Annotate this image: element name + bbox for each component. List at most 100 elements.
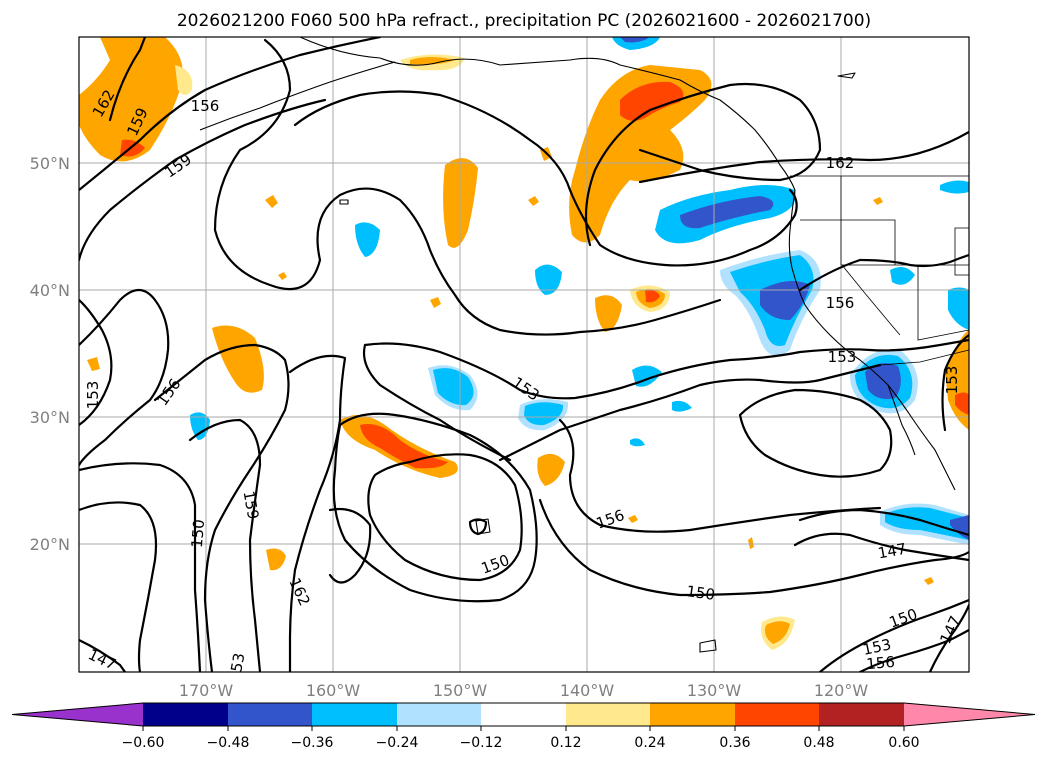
colorbar-tick-label: −0.12: [460, 735, 503, 751]
contour-nw-1: [79, 37, 382, 192]
colorbar-tick-label: 0.60: [888, 735, 919, 751]
hawaii-1: [475, 518, 491, 535]
contour-label: 153: [861, 635, 893, 659]
contour-label: 153: [84, 381, 102, 410]
shade-dot4: [430, 297, 441, 308]
coast-alaska: [299, 37, 796, 191]
lon-label-160w: 160°W: [306, 681, 361, 700]
shade-orange-mid1: [443, 158, 478, 248]
shade-orange-goa: [569, 65, 712, 243]
colorbar-extend-high: [904, 703, 1035, 726]
colorbar-segment: [228, 703, 312, 726]
colorbar-segment: [397, 703, 481, 726]
contour-156-mid2: [558, 418, 882, 533]
border-states-3: [917, 265, 969, 341]
shade-darkblue-pnw: [680, 196, 774, 229]
colorbar-tick-label: 0.48: [803, 735, 834, 751]
contour-label: 156: [866, 653, 896, 673]
contour-se-bottom1: [818, 598, 969, 672]
island-1: [837, 72, 856, 79]
colorbar-tick-label: −0.36: [291, 735, 334, 751]
lat-label-30n: 30°N: [30, 408, 70, 427]
lat-label-50n: 50°N: [30, 154, 70, 173]
contour-150-west: [79, 462, 202, 672]
shade-blue-mid8: [190, 412, 210, 440]
border-states-2: [800, 219, 896, 265]
lat-label-20n: 20°N: [30, 535, 70, 554]
hawaii-2: [699, 639, 717, 653]
contour-153-inner-left: [362, 343, 512, 462]
shade-dot9: [628, 515, 638, 523]
colorbar-segment: [566, 703, 650, 726]
shade-blue-se-core: [885, 507, 969, 540]
lat-label-40n: 40°N: [30, 281, 70, 300]
colorbar-segment: [312, 703, 397, 726]
latitude-labels: 50°N 40°N 30°N 20°N: [30, 154, 70, 554]
colorbar-tick-label: 0.36: [719, 735, 750, 751]
shade-darkblue-goa: [620, 37, 650, 43]
colorbar-segment: [143, 703, 228, 726]
colorbar-segment: [481, 703, 566, 726]
lon-label-150w: 150°W: [433, 681, 488, 700]
contour-se-bottom3: [928, 603, 969, 672]
lon-label-130w: 130°W: [687, 681, 742, 700]
shade-dot7: [748, 537, 754, 549]
contour-label: 156: [191, 97, 220, 115]
contour-goa-loop: [584, 82, 822, 247]
contour-label: 162: [826, 154, 855, 172]
contour-label: 153: [943, 366, 961, 395]
shade-dot8: [87, 357, 100, 371]
contour-150-center: [367, 453, 523, 582]
contour-156-west: [79, 288, 170, 467]
shade-dot5: [873, 197, 883, 205]
shade-yellow-nw: [175, 65, 193, 95]
contour-east-156: [798, 253, 969, 292]
colorbar: −0.60 −0.48 −0.36 −0.24 −0.12 0.12 0.24 0.36 0.4…: [11, 702, 1036, 751]
coast-baja: [887, 384, 916, 456]
colorbar-extend-low: [12, 703, 143, 726]
figure-title: 2026021200 F060 500 hPa refract., precip…: [177, 11, 871, 31]
contour-162-sw: [288, 354, 347, 672]
shade-orange-mid6: [537, 453, 565, 486]
shade-blue-mid2-core: [524, 402, 564, 426]
refractivity-contours: [79, 37, 969, 672]
contour-147-se2: [793, 532, 969, 562]
shade-blue-east: [940, 180, 969, 194]
shade-orange-mid8-core: [764, 621, 790, 644]
contour-small-ring: [468, 518, 488, 536]
contour-sw-low: [328, 507, 372, 584]
colorbar-tick-label: 0.24: [634, 735, 665, 751]
contour-156-mid: [153, 343, 290, 672]
shade-orange-mid2: [212, 325, 264, 393]
contour-153-west: [79, 298, 113, 427]
contour-label: 159: [240, 489, 263, 520]
lon-label-170w: 170°W: [179, 681, 234, 700]
colorbar-tick-label: −0.48: [207, 735, 250, 751]
contour-147-se: [798, 508, 969, 537]
contour-label: 153: [226, 651, 249, 682]
shade-blue-mid7: [630, 438, 645, 447]
contour-loop-big: [213, 38, 722, 336]
contour-147-sw: [79, 638, 127, 672]
shade-orange-top-core: [410, 57, 455, 65]
contour-label: 150: [685, 582, 716, 604]
shade-blue-mid3: [535, 264, 562, 295]
shade-dot6: [924, 577, 934, 585]
contour-150-west2: [79, 501, 158, 672]
shade-orange-nw: [79, 37, 183, 162]
precipitation-shading: [79, 37, 969, 650]
contour-153-center: [332, 412, 538, 603]
coast-aleutians: [199, 61, 396, 131]
shade-darkblue-ca: [760, 281, 810, 320]
shade-red-east: [955, 392, 969, 415]
contour-east-153: [941, 333, 969, 432]
colorbar-segment: [819, 703, 904, 726]
shade-orange-mid7: [266, 548, 286, 571]
lon-label-120w: 120°W: [814, 681, 869, 700]
island-2: [339, 199, 349, 205]
contour-se-bottom2: [858, 628, 969, 672]
shade-orange-mid4: [595, 295, 622, 332]
contour-label: 156: [826, 294, 855, 312]
colorbar-segment: [650, 703, 735, 726]
